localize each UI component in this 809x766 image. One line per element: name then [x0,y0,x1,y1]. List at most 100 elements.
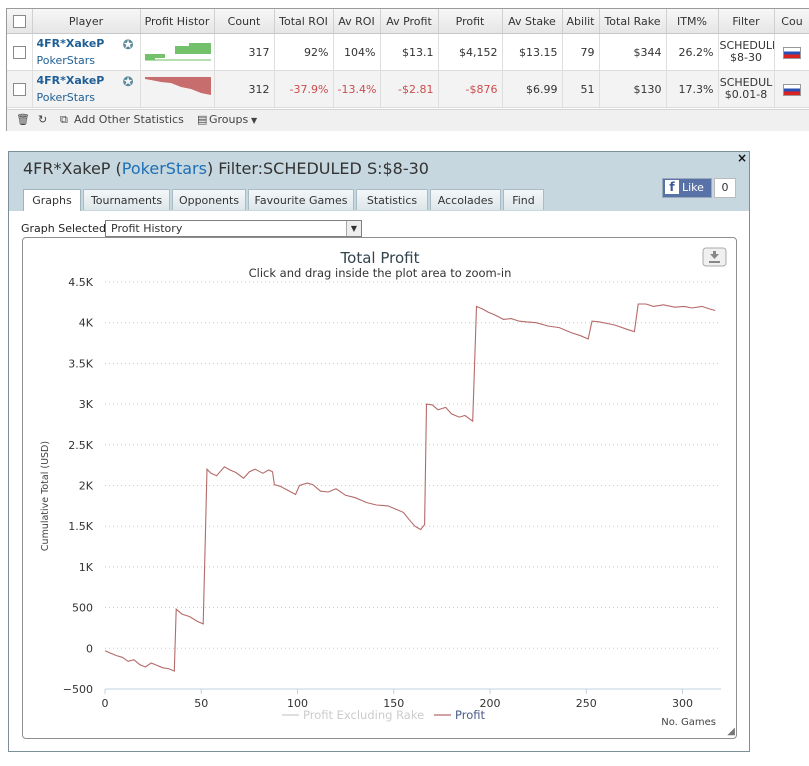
filter-line-1: SCHEDUL [719,76,773,89]
x-tick-label: 0 [102,697,109,710]
tab-statistics[interactable]: Statistics [356,189,428,210]
x-tick-label: 250 [576,697,597,710]
column-header-player[interactable]: Player [32,9,141,34]
av-profit-cell: -$2.81 [380,70,439,108]
chart-series [104,303,716,672]
tab-favourite-games[interactable]: Favourite Games [248,189,354,210]
row-checkbox[interactable] [12,82,26,96]
panel-title-paren-open: ( [115,159,122,178]
count-cell: 312 [214,70,275,108]
column-header-profit-history[interactable]: Profit Histor [140,9,215,34]
graph-selected-dropdown[interactable]: Profit History ▼ [105,220,362,237]
stats-table: Player Profit Histor Count Total ROI Av … [7,9,809,108]
add-statistics-icon[interactable]: ⧉ [60,113,68,126]
legend-item-profit[interactable]: Profit [455,708,485,722]
column-header-total-rake[interactable]: Total Rake [599,9,667,34]
tab-accolades[interactable]: Accolades [430,189,501,210]
star-icon[interactable]: ✪ [122,75,134,90]
tab-graphs[interactable]: Graphs [23,189,81,212]
export-download-icon[interactable] [702,247,727,267]
column-header-av-stake[interactable]: Av Stake [502,9,563,34]
av-stake-cell: $6.99 [502,70,563,108]
player-network-link[interactable]: PokerStars [36,90,96,104]
refresh-icon[interactable]: ↻ [38,113,48,126]
column-header-ability[interactable]: Abilit [562,9,600,34]
select-all-checkbox-cell[interactable] [7,9,33,34]
y-tick-label: 0 [86,642,93,655]
profit-cell: $4,152 [438,33,503,71]
column-header-country[interactable]: Cou [774,9,809,34]
groups-button[interactable]: Groups [209,113,249,126]
add-other-statistics-button[interactable]: Add Other Statistics [74,113,184,126]
column-header-profit[interactable]: Profit [438,9,503,34]
chevron-down-icon[interactable]: ▼ [346,221,361,236]
tab-tournaments[interactable]: Tournaments [83,189,170,210]
column-header-av-roi[interactable]: Av ROI [333,9,381,34]
x-tick-label: 150 [383,697,404,710]
trash-icon[interactable]: 🗑 [16,113,30,126]
av-stake-cell: $13.15 [502,33,563,71]
row-checkbox-cell[interactable] [7,33,33,71]
graphs-tab-content: Graph Selected: Profit History ▼ Total P… [9,211,749,751]
facebook-like-count: 0 [714,178,736,198]
column-header-itm[interactable]: ITM% [666,9,719,34]
column-header-total-roi[interactable]: Total ROI [274,9,334,34]
x-tick-label: 100 [287,697,308,710]
total-rake-cell: $130 [599,70,667,108]
column-header-av-profit[interactable]: Av Profit [380,9,439,34]
legend-item-profit-excluding-rake[interactable]: Profit Excluding Rake [303,708,424,722]
profit-history-cell [140,70,215,108]
y-axis-label: Cumulative Total (USD) [40,441,51,551]
groups-icon[interactable]: ▤ [197,113,208,126]
country-flag-icon [783,83,801,96]
profit-history-sparkline[interactable] [141,34,215,67]
filter-cell: SCHEDUL $0.01-8 [718,70,775,108]
x-tick-label: 50 [194,697,208,710]
player-name-link[interactable]: 4FR*XakeP [36,73,105,87]
chart-grid [105,281,721,690]
panel-title-network-link[interactable]: PokerStars [121,159,207,178]
table-row[interactable]: 4FR*XakeP PokerStars ✪ 317 92% 104% $13.… [7,33,809,71]
sparkline-area-negative [144,77,211,95]
country-cell [774,33,809,71]
total-profit-chart[interactable]: Total Profit Click and drag inside the p… [22,237,737,739]
chevron-down-icon[interactable]: ▼ [251,116,258,125]
y-axis-ticks: −500 0 500 1K 1.5K 2K 2.5K 3K 3.5K 4K 4.5K [63,276,94,696]
column-header-count[interactable]: Count [214,9,275,34]
total-rake-cell: $344 [599,33,667,71]
tab-opponents[interactable]: Opponents [172,189,246,210]
av-roi-cell: 104% [333,33,381,71]
facebook-like-button[interactable]: f Like [662,178,712,198]
filter-line-2: $0.01-8 [724,88,768,101]
resize-grip-icon[interactable]: ◢ [727,726,735,737]
y-tick-label: 500 [72,602,93,615]
column-header-filter[interactable]: Filter [718,9,775,34]
profit-cell: -$876 [438,70,503,108]
tab-find[interactable]: Find [503,189,544,210]
ability-cell: 51 [562,70,600,108]
star-icon[interactable]: ✪ [122,38,134,53]
sparkline-area-positive [144,43,211,60]
chart-svg[interactable]: Total Profit Click and drag inside the p… [23,238,736,738]
table-row[interactable]: 4FR*XakeP PokerStars ✪ 312 -37.9% -13.4%… [7,70,809,108]
country-cell [774,70,809,108]
filter-line-2: $8-30 [730,51,762,64]
av-profit-cell: $13.1 [380,33,439,71]
close-icon[interactable]: × [736,151,747,165]
series-line-profit[interactable] [104,303,716,672]
select-all-checkbox[interactable] [12,14,26,28]
player-network-link[interactable]: PokerStars [36,53,96,67]
panel-title-paren-close: ) [206,159,214,178]
count-cell: 317 [214,33,275,71]
y-tick-label: 1.5K [68,520,93,533]
row-checkbox[interactable] [12,45,26,59]
facebook-icon: f [665,180,679,194]
row-checkbox-cell[interactable] [7,70,33,108]
player-detail-panel: 4FR*XakeP (PokerStars) Filter:SCHEDULED … [8,151,750,752]
profit-history-sparkline[interactable] [141,71,215,104]
player-cell: 4FR*XakeP PokerStars ✪ [32,33,141,71]
player-name-link[interactable]: 4FR*XakeP [36,36,105,50]
y-tick-label: 3K [79,398,94,411]
y-tick-label: 1K [79,561,94,574]
chart-legend[interactable]: Profit Excluding Rake Profit [282,708,485,722]
